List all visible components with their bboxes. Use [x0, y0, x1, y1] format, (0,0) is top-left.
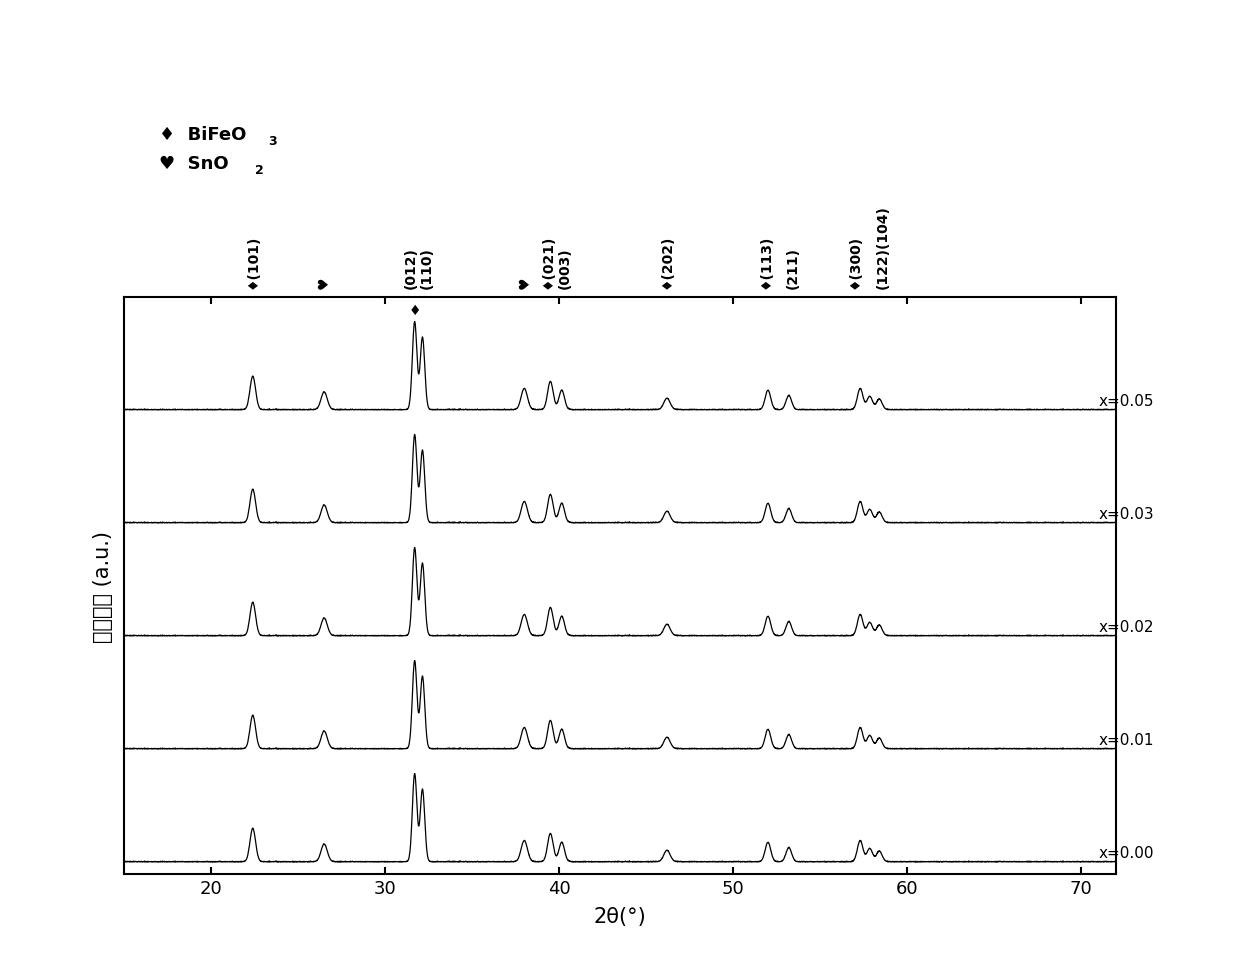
Text: 2: 2	[255, 163, 264, 177]
Text: x=0.02: x=0.02	[1099, 620, 1154, 634]
Text: ♦(101): ♦(101)	[246, 234, 260, 288]
Text: x=0.00: x=0.00	[1099, 846, 1154, 860]
Text: ♦: ♦	[408, 304, 420, 318]
Text: 3: 3	[268, 135, 277, 148]
Text: ♥: ♥	[517, 276, 531, 288]
Text: (211): (211)	[785, 246, 800, 288]
Text: (122)(104): (122)(104)	[875, 205, 890, 288]
Text: ♥: ♥	[317, 276, 331, 288]
Text: (012): (012)	[404, 246, 418, 288]
Text: ♦(021): ♦(021)	[541, 234, 554, 288]
Text: ♥  SnO: ♥ SnO	[159, 155, 228, 173]
Text: x=0.05: x=0.05	[1099, 394, 1154, 408]
Text: x=0.01: x=0.01	[1099, 732, 1154, 748]
Y-axis label: 相对强度 (a.u.): 相对强度 (a.u.)	[93, 530, 113, 642]
Text: ♦  BiFeO: ♦ BiFeO	[159, 126, 246, 144]
Text: ♦(300): ♦(300)	[848, 234, 862, 288]
Text: ♦(113): ♦(113)	[759, 234, 773, 288]
Text: ♦(202): ♦(202)	[660, 234, 675, 288]
Text: (110): (110)	[419, 246, 433, 288]
Text: (003): (003)	[558, 247, 572, 288]
X-axis label: 2θ(°): 2θ(°)	[594, 905, 646, 925]
Text: x=0.03: x=0.03	[1099, 506, 1154, 522]
